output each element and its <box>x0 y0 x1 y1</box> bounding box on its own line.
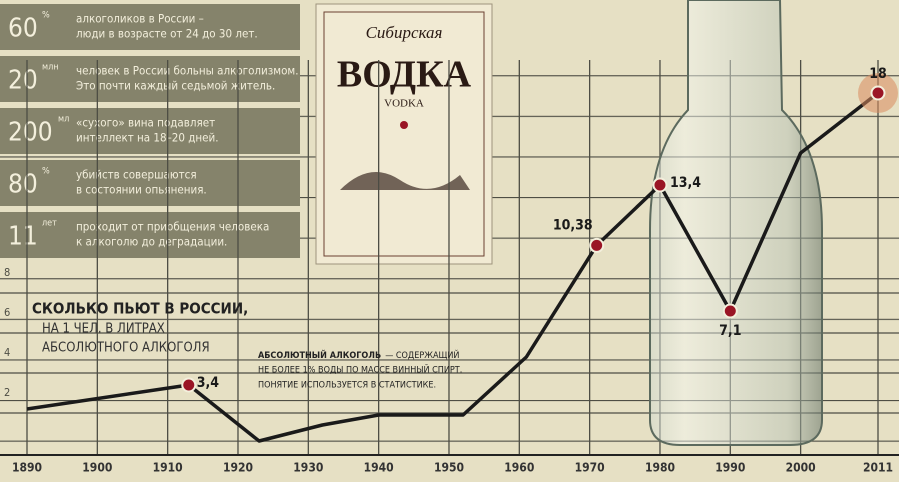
fact-unit: млн <box>42 63 59 73</box>
x-tick-label: 1890 <box>12 461 42 475</box>
value-label: 7,1 <box>719 323 741 339</box>
x-tick-label: 2000 <box>786 461 816 475</box>
note-term: АБСОЛЮТНЫЙ АЛКОГОЛЬ <box>258 349 381 361</box>
fact-panel <box>0 160 300 206</box>
fact-unit: % <box>42 167 50 177</box>
x-tick-label: 1920 <box>223 461 253 475</box>
y-tick-label: 2 <box>4 386 10 399</box>
fact-text: человек в России больны алкоголизмом. <box>76 64 298 78</box>
fact-panel <box>0 212 300 258</box>
y-tick-label: 6 <box>4 306 10 319</box>
x-tick-label: 1950 <box>434 461 464 475</box>
fact-panel <box>0 56 300 102</box>
label-brand: Сибирская <box>366 23 443 42</box>
y-tick-label: 8 <box>4 266 10 279</box>
fact-number: 60 <box>8 14 38 44</box>
label-latin: VODKA <box>384 98 424 110</box>
fact-text: в состоянии опьянения. <box>76 183 207 197</box>
marker <box>589 237 605 253</box>
note-text: НЕ БОЛЕЕ 1% ВОДЫ ПО МАССЕ ВИННЫЙ СПИРТ. <box>258 364 462 376</box>
marker <box>722 303 738 319</box>
marker <box>181 377 197 393</box>
note-text: ПОНЯТИЕ ИСПОЛЬЗУЕТСЯ В СТАТИСТИКЕ. <box>258 381 436 391</box>
bottle <box>649 0 823 446</box>
fact-panel <box>0 108 300 154</box>
line <box>26 91 880 443</box>
x-tick-label: 1930 <box>293 461 323 475</box>
fact-text: люди в возрасте от 24 до 30 лет. <box>76 27 258 41</box>
marker <box>870 85 886 101</box>
label-name: ВОДКА <box>337 54 472 96</box>
x-tick-label: 1960 <box>504 461 534 475</box>
x-tick-label: 1980 <box>645 461 675 475</box>
x-tick-label: 1900 <box>82 461 112 475</box>
chart-subtitle: АБСОЛЮТНОГО АЛКОГОЛЯ <box>42 341 210 356</box>
fact-number: 11 <box>8 222 38 252</box>
fact-number: 200 <box>8 118 53 148</box>
x-tick-label: 1970 <box>575 461 605 475</box>
marker <box>652 177 668 193</box>
x-tick-label: 1990 <box>715 461 745 475</box>
fact-unit: лет <box>42 219 57 229</box>
fact-text: интеллект на 18–20 дней. <box>76 131 219 145</box>
fact-text: убийств совершаются <box>76 168 197 182</box>
fact-text: Это почти каждый седьмой житель. <box>76 79 275 93</box>
fact-text: к алкоголю до деградации. <box>76 235 227 249</box>
value-label: 13,4 <box>670 175 701 191</box>
fact-text: проходит от приобщения человека <box>76 220 269 234</box>
value-label: 18 <box>869 66 887 82</box>
value-label: 10,38 <box>553 217 593 233</box>
fact-panel <box>0 4 300 50</box>
chart-title: СКОЛЬКО ПЬЮТ В РОССИИ, <box>32 300 248 318</box>
note: АБСОЛЮТНЫЙ АЛКОГОЛЬ — СОДЕРЖАЩИЙ <box>258 349 459 361</box>
fact-unit: % <box>42 11 50 21</box>
x-tick-label: 2011 <box>863 461 893 475</box>
y-tick-label: 4 <box>4 346 10 359</box>
x-tick-label: 1940 <box>364 461 394 475</box>
fact-number: 20 <box>8 66 38 96</box>
value-label: 3,4 <box>197 375 220 391</box>
fact-text: «сухого» вина подавляет <box>76 116 215 130</box>
fact-text: алкоголиков в России – <box>76 12 204 26</box>
fact-unit: мл <box>58 115 69 125</box>
fact-number: 80 <box>8 170 38 200</box>
note-text: — СОДЕРЖАЩИЙ <box>385 349 459 361</box>
x-tick-label: 1910 <box>153 461 183 475</box>
vodka-label: Сибирская ВОДКА VODKA <box>315 3 493 265</box>
chart-subtitle: НА 1 ЧЕЛ. В ЛИТРАХ <box>42 322 165 337</box>
